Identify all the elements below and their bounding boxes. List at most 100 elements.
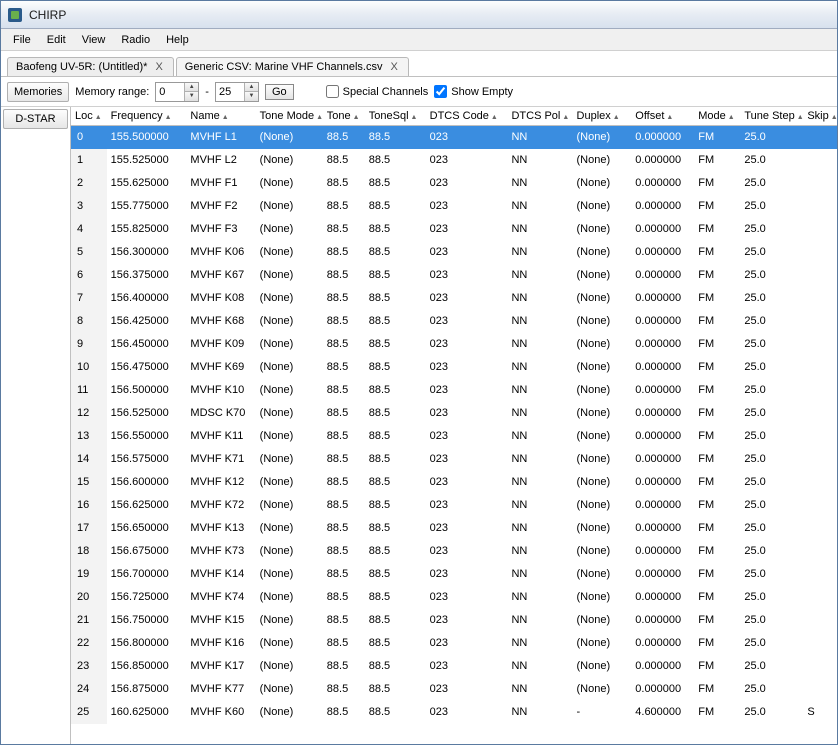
cell-skip[interactable] (803, 655, 837, 678)
cell-mode[interactable]: FM (694, 264, 740, 287)
cell-tmode[interactable]: (None) (256, 333, 323, 356)
table-row[interactable]: 2155.625000MVHF F1(None)88.588.5023NN(No… (71, 172, 837, 195)
cell-dup[interactable]: (None) (573, 333, 632, 356)
cell-tone[interactable]: 88.5 (323, 218, 365, 241)
cell-loc[interactable]: 9 (71, 333, 107, 356)
cell-tstep[interactable]: 25.0 (740, 195, 803, 218)
cell-tmode[interactable]: (None) (256, 402, 323, 425)
cell-mode[interactable]: FM (694, 241, 740, 264)
go-button[interactable]: Go (265, 84, 294, 100)
cell-name[interactable]: MVHF L2 (186, 149, 255, 172)
cell-freq[interactable]: 156.600000 (107, 471, 187, 494)
table-row[interactable]: 10156.475000MVHF K69(None)88.588.5023NN(… (71, 356, 837, 379)
menu-view[interactable]: View (74, 32, 114, 48)
cell-off[interactable]: 0.000000 (631, 126, 694, 149)
cell-dup[interactable]: (None) (573, 241, 632, 264)
cell-skip[interactable] (803, 609, 837, 632)
cell-dcode[interactable]: 023 (426, 126, 508, 149)
cell-tsql[interactable]: 88.5 (365, 563, 426, 586)
cell-mode[interactable]: FM (694, 218, 740, 241)
cell-name[interactable]: MVHF K14 (186, 563, 255, 586)
cell-dcode[interactable]: 023 (426, 517, 508, 540)
cell-off[interactable]: 0.000000 (631, 195, 694, 218)
cell-mode[interactable]: FM (694, 655, 740, 678)
cell-dup[interactable]: (None) (573, 586, 632, 609)
cell-tsql[interactable]: 88.5 (365, 540, 426, 563)
cell-dpol[interactable]: NN (507, 195, 572, 218)
table-row[interactable]: 17156.650000MVHF K13(None)88.588.5023NN(… (71, 517, 837, 540)
cell-freq[interactable]: 160.625000 (107, 701, 187, 724)
cell-freq[interactable]: 155.525000 (107, 149, 187, 172)
table-row[interactable]: 4155.825000MVHF F3(None)88.588.5023NN(No… (71, 218, 837, 241)
cell-freq[interactable]: 156.450000 (107, 333, 187, 356)
cell-dcode[interactable]: 023 (426, 310, 508, 333)
cell-freq[interactable]: 156.725000 (107, 586, 187, 609)
cell-tone[interactable]: 88.5 (323, 540, 365, 563)
cell-name[interactable]: MVHF F3 (186, 218, 255, 241)
cell-tsql[interactable]: 88.5 (365, 471, 426, 494)
column-header-name[interactable]: Name▲ (186, 107, 255, 126)
cell-name[interactable]: MVHF F1 (186, 172, 255, 195)
cell-dup[interactable]: (None) (573, 126, 632, 149)
table-row[interactable]: 25160.625000MVHF K60(None)88.588.5023NN-… (71, 701, 837, 724)
cell-tmode[interactable]: (None) (256, 356, 323, 379)
cell-tmode[interactable]: (None) (256, 425, 323, 448)
table-row[interactable]: 3155.775000MVHF F2(None)88.588.5023NN(No… (71, 195, 837, 218)
cell-tone[interactable]: 88.5 (323, 632, 365, 655)
cell-dpol[interactable]: NN (507, 402, 572, 425)
cell-freq[interactable]: 156.625000 (107, 494, 187, 517)
cell-tsql[interactable]: 88.5 (365, 241, 426, 264)
cell-dup[interactable]: (None) (573, 379, 632, 402)
cell-off[interactable]: 0.000000 (631, 264, 694, 287)
cell-tmode[interactable]: (None) (256, 586, 323, 609)
cell-loc[interactable]: 24 (71, 678, 107, 701)
cell-tone[interactable]: 88.5 (323, 195, 365, 218)
cell-off[interactable]: 0.000000 (631, 149, 694, 172)
cell-off[interactable]: 0.000000 (631, 379, 694, 402)
cell-tstep[interactable]: 25.0 (740, 172, 803, 195)
cell-freq[interactable]: 155.500000 (107, 126, 187, 149)
cell-name[interactable]: MVHF K08 (186, 287, 255, 310)
cell-dcode[interactable]: 023 (426, 586, 508, 609)
cell-off[interactable]: 0.000000 (631, 310, 694, 333)
cell-skip[interactable] (803, 310, 837, 333)
column-header-tune-step[interactable]: Tune Step▲ (740, 107, 803, 126)
cell-loc[interactable]: 18 (71, 540, 107, 563)
cell-loc[interactable]: 3 (71, 195, 107, 218)
cell-mode[interactable]: FM (694, 333, 740, 356)
cell-name[interactable]: MVHF K06 (186, 241, 255, 264)
cell-dcode[interactable]: 023 (426, 471, 508, 494)
cell-tmode[interactable]: (None) (256, 264, 323, 287)
cell-tone[interactable]: 88.5 (323, 701, 365, 724)
cell-tsql[interactable]: 88.5 (365, 586, 426, 609)
range-from-input[interactable] (156, 83, 184, 101)
spin-down-icon[interactable]: ▼ (184, 92, 198, 101)
dstar-button[interactable]: D-STAR (3, 109, 68, 129)
cell-tmode[interactable]: (None) (256, 172, 323, 195)
cell-dcode[interactable]: 023 (426, 356, 508, 379)
cell-tsql[interactable]: 88.5 (365, 425, 426, 448)
cell-tsql[interactable]: 88.5 (365, 356, 426, 379)
cell-tone[interactable]: 88.5 (323, 149, 365, 172)
cell-tstep[interactable]: 25.0 (740, 333, 803, 356)
cell-loc[interactable]: 8 (71, 310, 107, 333)
cell-loc[interactable]: 11 (71, 379, 107, 402)
cell-tsql[interactable]: 88.5 (365, 609, 426, 632)
cell-loc[interactable]: 16 (71, 494, 107, 517)
column-header-mode[interactable]: Mode▲ (694, 107, 740, 126)
range-to-field[interactable]: ▲▼ (215, 82, 259, 102)
cell-skip[interactable] (803, 540, 837, 563)
menu-file[interactable]: File (5, 32, 39, 48)
cell-dpol[interactable]: NN (507, 678, 572, 701)
spin-up-icon[interactable]: ▲ (244, 83, 258, 92)
menu-edit[interactable]: Edit (39, 32, 74, 48)
cell-off[interactable]: 0.000000 (631, 448, 694, 471)
cell-tone[interactable]: 88.5 (323, 126, 365, 149)
show-empty-input[interactable] (434, 85, 447, 98)
cell-dpol[interactable]: NN (507, 241, 572, 264)
cell-skip[interactable] (803, 402, 837, 425)
range-from-field[interactable]: ▲▼ (155, 82, 199, 102)
special-channels-input[interactable] (326, 85, 339, 98)
cell-tsql[interactable]: 88.5 (365, 287, 426, 310)
cell-tmode[interactable]: (None) (256, 379, 323, 402)
